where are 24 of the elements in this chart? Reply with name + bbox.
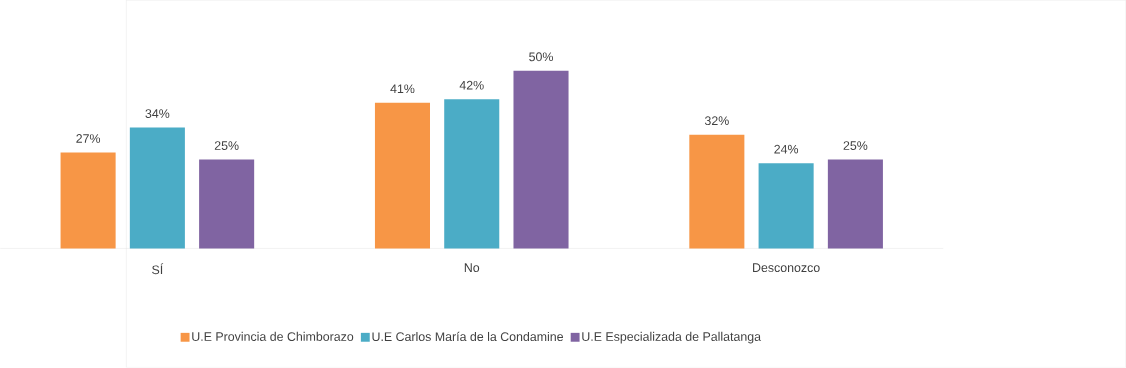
x-tick-label: Desconozco — [753, 263, 820, 273]
legend-label: U.E Especializada de Pallatanga — [582, 332, 762, 344]
bar — [129, 127, 185, 249]
bar — [758, 163, 814, 249]
bar — [60, 152, 116, 249]
x-tick-label: No — [464, 263, 480, 273]
legend-label: U.E Carlos María de la Condamine — [372, 332, 564, 342]
bar — [444, 99, 500, 249]
data-label: 42% — [459, 81, 484, 90]
legend-label: U.E Provincia de Chimborazo — [192, 332, 354, 342]
data-label: 41% — [390, 84, 415, 94]
data-label: 32% — [704, 116, 729, 126]
bar — [689, 134, 745, 249]
data-label: 25% — [214, 141, 239, 151]
data-label: 50% — [529, 52, 553, 62]
bar — [199, 159, 255, 249]
bar — [374, 102, 430, 249]
data-label: 27% — [76, 134, 101, 144]
data-label: 34% — [145, 109, 170, 119]
bar — [513, 70, 569, 249]
data-label: 25% — [843, 141, 868, 151]
data-label: 24% — [774, 144, 799, 154]
x-tick-label: SÍ — [152, 263, 164, 275]
bar — [827, 159, 883, 249]
